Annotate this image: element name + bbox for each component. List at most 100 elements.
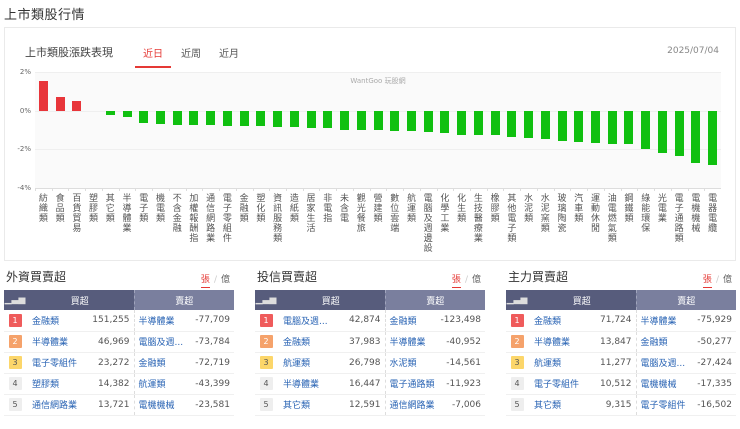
buy-sector-link[interactable]: 金融類 [26, 310, 88, 332]
table-row: 2 金融類 37,983 半導體業 -40,952 [255, 331, 485, 353]
tab-week[interactable]: 近周 [181, 49, 201, 60]
bar[interactable] [122, 110, 132, 118]
bar[interactable] [524, 110, 534, 139]
bar[interactable] [507, 110, 517, 137]
bar[interactable] [674, 110, 684, 157]
x-tick-label: 化學工業 [440, 194, 450, 234]
bar[interactable] [607, 110, 617, 144]
x-tick-label: 電子通路類 [674, 194, 684, 244]
tab-day[interactable]: 近日 [135, 42, 171, 68]
bar[interactable] [574, 110, 584, 142]
bar[interactable] [306, 110, 316, 128]
sell-sector-link[interactable]: 電機機械 [133, 394, 190, 416]
bar[interactable] [189, 110, 199, 125]
sell-sector-link[interactable]: 半導體業 [384, 331, 438, 353]
buy-sector-link[interactable]: 其它類 [277, 394, 339, 416]
chart-title: 上市類股漲跌表現 [25, 46, 113, 59]
bar[interactable] [557, 110, 567, 141]
bar[interactable] [423, 110, 433, 132]
tab-month[interactable]: 近月 [219, 49, 239, 60]
bar[interactable] [105, 110, 115, 116]
sell-sector-link[interactable]: 通信網路業 [384, 394, 438, 416]
bar[interactable] [273, 110, 283, 127]
unit-billion-button[interactable]: 億 [220, 275, 230, 285]
unit-lots-button[interactable]: 張 [702, 275, 712, 288]
bar[interactable] [390, 110, 400, 131]
sell-sector-link[interactable]: 金融類 [133, 352, 190, 374]
buy-sector-link[interactable]: 金融類 [277, 331, 339, 353]
buy-sector-link[interactable]: 其它類 [528, 394, 590, 416]
y-tick-label: 2% [19, 68, 31, 76]
bar[interactable] [624, 110, 634, 144]
bar[interactable] [641, 110, 651, 150]
bar[interactable] [540, 110, 550, 139]
unit-lots-button[interactable]: 張 [200, 275, 210, 288]
bar[interactable] [373, 110, 383, 130]
bar[interactable] [406, 110, 416, 131]
bar[interactable] [323, 110, 333, 129]
bar[interactable] [457, 110, 467, 135]
buy-sector-link[interactable]: 電腦及週... [277, 310, 339, 332]
sell-value: -17,335 [692, 373, 736, 395]
table-row: 3 航運類 11,277 電腦及週... -27,424 [506, 352, 736, 374]
bar[interactable] [239, 110, 249, 126]
bar[interactable] [356, 110, 366, 130]
table-row: 4 電子零組件 10,512 電機機械 -17,335 [506, 373, 736, 395]
bar[interactable] [657, 110, 667, 154]
table-row: 4 半導體業 16,447 電子通路類 -11,923 [255, 373, 485, 395]
bar[interactable] [691, 110, 701, 163]
bar[interactable] [72, 101, 82, 111]
sell-sector-link[interactable]: 電腦及週... [635, 352, 693, 374]
buy-sector-link[interactable]: 航運類 [528, 352, 590, 374]
buy-sector-link[interactable]: 電子零組件 [26, 352, 88, 374]
sell-sector-link[interactable]: 半導體業 [635, 310, 693, 332]
x-tick-label: 電器電纜 [708, 194, 718, 234]
x-tick-label: 百貨貿易 [72, 194, 82, 234]
buy-value: 42,874 [339, 310, 385, 332]
bar[interactable] [591, 110, 600, 143]
table-row: 5 通信網路業 13,721 電機機械 -23,581 [4, 394, 234, 416]
buy-sector-link[interactable]: 航運類 [277, 352, 339, 374]
sector-performance-card: 上市類股漲跌表現 近日 近周 近月 2025/07/04 WantGoo 玩股網… [4, 27, 736, 261]
bar[interactable] [490, 110, 500, 136]
buy-sector-link[interactable]: 金融類 [528, 310, 590, 332]
buy-sector-link[interactable]: 半導體業 [528, 331, 590, 353]
bar[interactable] [38, 80, 48, 111]
unit-billion-button[interactable]: 億 [722, 275, 732, 285]
sell-sector-link[interactable]: 航運類 [133, 373, 190, 395]
bar[interactable] [473, 110, 483, 136]
panel-title: 外資買賣超 [6, 270, 67, 284]
bar[interactable] [139, 110, 149, 124]
x-tick [319, 188, 321, 191]
buy-sector-link[interactable]: 通信網路業 [26, 394, 88, 416]
buy-sector-link[interactable]: 塑膠類 [26, 373, 88, 395]
buy-value: 9,315 [590, 394, 636, 416]
x-tick-label: 造紙類 [289, 194, 299, 224]
table-row: 1 金融類 151,255 半導體業 -77,709 [4, 310, 234, 332]
sell-sector-link[interactable]: 金融類 [635, 331, 693, 353]
bar[interactable] [440, 110, 450, 134]
unit-lots-button[interactable]: 張 [451, 275, 461, 288]
sell-sector-link[interactable]: 電子通路類 [384, 373, 438, 395]
bar[interactable] [222, 110, 232, 126]
sell-sector-link[interactable]: 金融類 [384, 310, 438, 332]
x-tick-label: 電子類 [139, 194, 149, 224]
bar[interactable] [708, 110, 718, 165]
sell-sector-link[interactable]: 電機機械 [635, 373, 693, 395]
unit-billion-button[interactable]: 億 [471, 275, 481, 285]
x-tick [587, 188, 589, 191]
bar[interactable] [55, 97, 65, 111]
bar[interactable] [289, 110, 299, 127]
buy-sector-link[interactable]: 半導體業 [277, 373, 339, 395]
bar[interactable] [172, 110, 182, 125]
bar[interactable] [155, 110, 165, 125]
sell-sector-link[interactable]: 電腦及週... [133, 331, 190, 353]
buy-sector-link[interactable]: 半導體業 [26, 331, 88, 353]
buy-sector-link[interactable]: 電子零組件 [528, 373, 590, 395]
sell-sector-link[interactable]: 水泥類 [384, 352, 438, 374]
bar[interactable] [256, 110, 266, 127]
sell-sector-link[interactable]: 半導體業 [133, 310, 190, 332]
bar[interactable] [340, 110, 350, 130]
sell-sector-link[interactable]: 電子零組件 [635, 394, 693, 416]
bar[interactable] [206, 110, 216, 125]
